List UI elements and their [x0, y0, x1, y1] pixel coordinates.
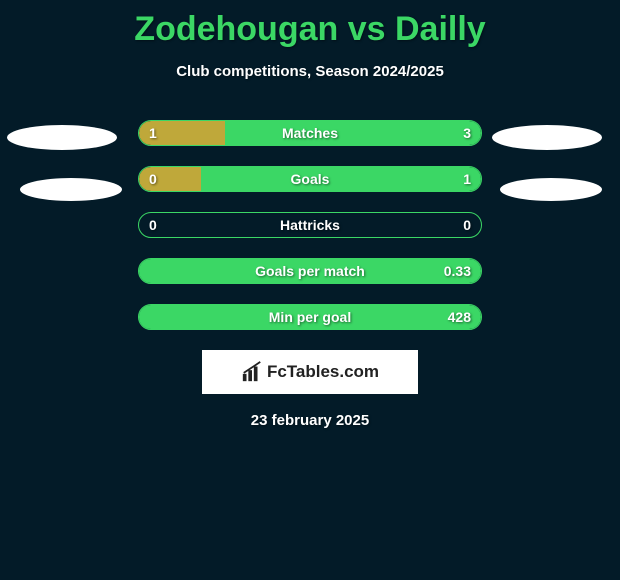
fctables-logo: FcTables.com: [202, 350, 418, 394]
stat-label: Min per goal: [139, 305, 481, 329]
player-right-photo-top: [492, 125, 602, 150]
player-left-photo-top: [7, 125, 117, 150]
stat-row: Goals per match0.33: [138, 258, 482, 284]
stat-label: Hattricks: [139, 213, 481, 237]
logo-text: FcTables.com: [267, 362, 379, 382]
stat-value-right: 0: [463, 213, 471, 237]
stat-value-right: 3: [463, 121, 471, 145]
stat-value-left: 0: [149, 213, 157, 237]
page-subtitle: Club competitions, Season 2024/2025: [0, 63, 620, 80]
stat-row: Min per goal428: [138, 304, 482, 330]
stat-row: Matches1 3: [138, 120, 482, 146]
stat-value-left: 1: [149, 121, 157, 145]
snapshot-date: 23 february 2025: [0, 412, 620, 429]
stat-label: Goals: [139, 167, 481, 191]
page-title: Zodehougan vs Dailly: [0, 0, 620, 49]
stat-value-left: 0: [149, 167, 157, 191]
stat-value-right: 0.33: [444, 259, 471, 283]
stat-value-right: 428: [448, 305, 471, 329]
stat-label: Matches: [139, 121, 481, 145]
bars-chart-icon: [241, 361, 263, 383]
player-left-photo-bottom: [20, 178, 122, 201]
player-right-photo-bottom: [500, 178, 602, 201]
stats-container: Matches13Goals01Hattricks00Goals per mat…: [0, 120, 620, 330]
stat-value-right: 1: [463, 167, 471, 191]
stat-label: Goals per match: [139, 259, 481, 283]
stat-row: Hattricks0 0: [138, 212, 482, 238]
stat-row: Goals0 1: [138, 166, 482, 192]
